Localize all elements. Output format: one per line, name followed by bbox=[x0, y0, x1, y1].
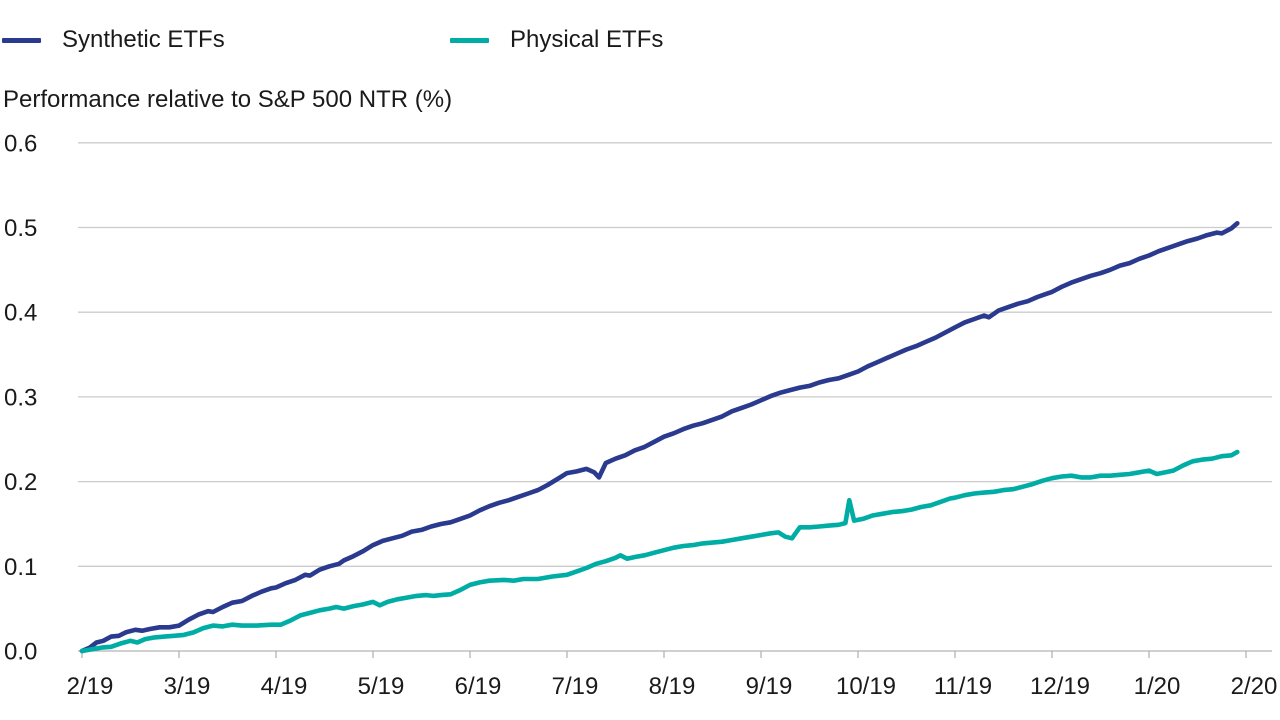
x-tick-label: 2/20 bbox=[1231, 673, 1278, 700]
y-tick-label: 0.3 bbox=[4, 384, 37, 411]
series-line-synthetic-etfs bbox=[79, 221, 1240, 654]
x-tick-label: 5/19 bbox=[358, 673, 405, 700]
x-tick-label: 2/19 bbox=[67, 673, 114, 700]
legend-item-synthetic-etfs: Synthetic ETFs bbox=[2, 26, 225, 54]
x-tick-label: 3/19 bbox=[164, 673, 211, 700]
x-tick-label: 11/19 bbox=[934, 673, 992, 700]
y-tick-label: 0.1 bbox=[4, 554, 37, 581]
series-line-physical-etfs bbox=[79, 449, 1240, 654]
x-tick-label: 7/19 bbox=[552, 673, 599, 700]
x-tick-label: 9/19 bbox=[746, 673, 793, 700]
y-axis-title: Performance relative to S&P 500 NTR (%) bbox=[3, 86, 453, 113]
y-tick-label: 0.4 bbox=[4, 300, 37, 327]
legend-item-physical-etfs: Physical ETFs bbox=[450, 26, 663, 54]
x-tick-label: 10/19 bbox=[836, 673, 896, 700]
legend-label-synthetic-etfs: Synthetic ETFs bbox=[62, 26, 225, 53]
x-tick-label: 12/19 bbox=[1030, 673, 1090, 700]
y-tick-label: 0.0 bbox=[4, 639, 37, 666]
legend-label-physical-etfs: Physical ETFs bbox=[510, 26, 664, 53]
x-tick-label: 1/20 bbox=[1134, 673, 1181, 700]
x-tick-label: 6/19 bbox=[455, 673, 502, 700]
physical-etfs-line-swatch bbox=[450, 37, 489, 43]
x-tick-label: 4/19 bbox=[261, 673, 308, 700]
y-tick-label: 0.2 bbox=[4, 469, 37, 496]
legend: Synthetic ETFs Physical ETFs bbox=[0, 26, 1280, 56]
x-tick-label: 8/19 bbox=[649, 673, 696, 700]
synthetic-etfs-line-swatch bbox=[2, 37, 41, 43]
y-tick-label: 0.5 bbox=[4, 215, 37, 242]
y-tick-label: 0.6 bbox=[4, 130, 37, 157]
